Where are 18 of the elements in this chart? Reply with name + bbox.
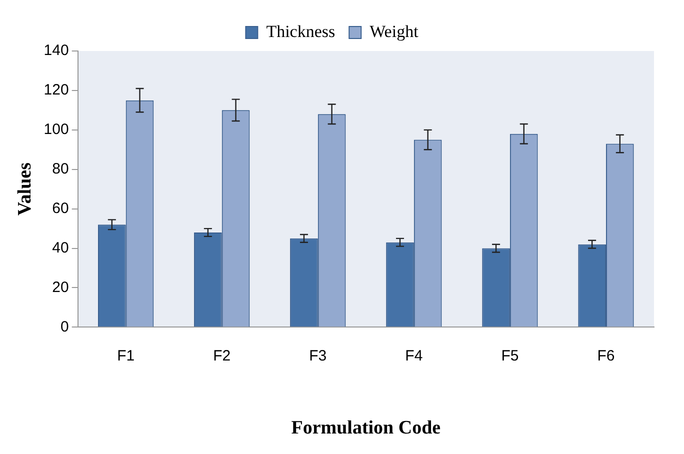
y-tick-label: 140: [44, 42, 69, 60]
y-tick-label: 60: [52, 200, 69, 217]
x-axis-title: Formulation Code: [291, 418, 441, 439]
x-tick-label: F1: [117, 347, 135, 364]
x-tick-label: F6: [597, 347, 615, 364]
y-axis-title: Values: [14, 162, 36, 216]
x-tick-label: F4: [405, 347, 423, 364]
y-tick-label: 0: [60, 318, 69, 336]
legend-label: Thickness: [266, 22, 336, 41]
y-tick-label: 40: [52, 239, 69, 256]
x-tick-label: F5: [501, 347, 519, 364]
legend-label: Weight: [370, 22, 419, 41]
x-tick-label: F3: [309, 347, 327, 364]
y-tick-label: 100: [44, 121, 69, 138]
x-tick-label: F2: [213, 347, 231, 364]
y-tick-label: 80: [52, 160, 69, 178]
y-tick-label: 120: [44, 82, 69, 99]
y-tick-label: 20: [52, 278, 69, 296]
